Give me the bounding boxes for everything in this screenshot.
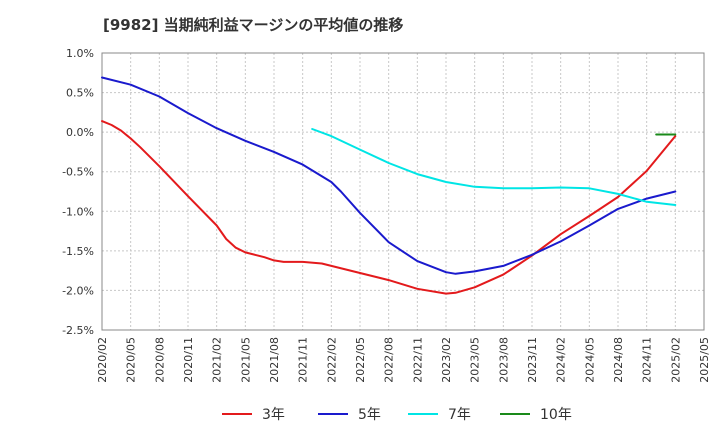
x-tick-label: 2022/05 [354,337,367,383]
y-tick-label: -1.0% [62,205,94,218]
y-tick-label: -0.5% [62,166,94,179]
y-tick-label: 0.5% [66,87,94,100]
x-tick-label: 2024/08 [612,337,625,383]
plot-frame [101,52,705,331]
y-tick-label: 1.0% [66,47,94,60]
x-tick-label: 2022/02 [325,337,338,383]
y-tick-label: -2.0% [62,284,94,297]
x-tick-label: 2024/02 [555,337,568,383]
x-tick-label: 2023/08 [497,337,510,383]
x-tick-label: 2023/02 [440,337,453,383]
chart-title: [9982] 当期純利益マージンの平均値の推移 [103,16,404,34]
x-tick-label: 2024/11 [641,337,654,383]
x-tick-label: 2021/11 [297,337,310,383]
y-tick-label: -2.5% [62,324,94,337]
x-tick-label: 2023/11 [526,337,539,383]
x-tick-label: 2020/08 [153,337,166,383]
legend-label: 5年 [358,407,381,423]
x-tick-label: 2021/05 [239,337,252,383]
x-tick-label: 2022/11 [411,337,424,383]
x-tick-label: 2024/05 [583,337,596,383]
legend-label: 10年 [540,407,572,423]
x-tick-label: 2020/05 [125,337,138,383]
series-line-7年 [311,128,677,206]
legend-label: 7年 [448,407,471,423]
x-tick-label: 2025/02 [669,337,682,383]
y-tick-label: 0.0% [66,126,94,139]
series-line-5年 [101,76,677,275]
x-tick-label: 2020/02 [96,337,109,383]
x-tick-label: 2020/11 [182,337,195,383]
x-tick-label: 2021/02 [211,337,224,383]
x-tick-label: 2025/05 [698,337,711,383]
legend-label: 3年 [262,407,285,423]
x-tick-label: 2021/08 [268,337,281,383]
y-tick-label: -1.5% [62,245,94,258]
x-tick-label: 2023/05 [469,337,482,383]
x-tick-label: 2022/08 [383,337,396,383]
